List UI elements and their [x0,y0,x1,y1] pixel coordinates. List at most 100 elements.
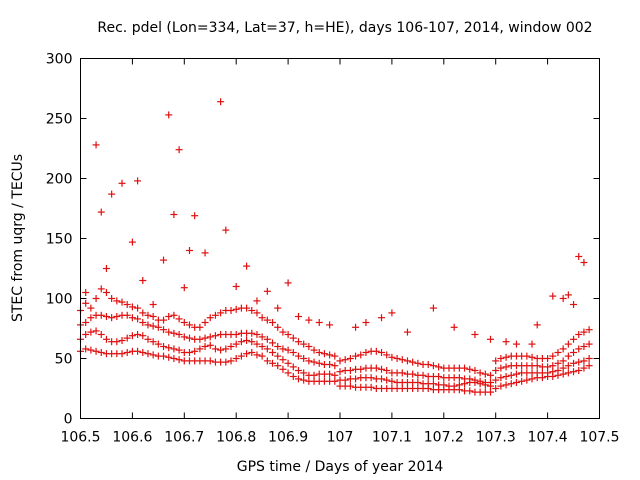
data-point [289,373,297,380]
data-point [575,358,583,366]
data-point [383,351,391,359]
point-group [82,98,588,348]
data-point [393,355,401,362]
data-point [455,374,463,382]
data-point [82,299,90,307]
data-point [144,311,152,319]
data-point [471,367,479,374]
data-point [284,369,292,377]
data-point [206,357,214,365]
data-point [487,335,495,343]
data-point [502,338,510,346]
data-point [575,367,583,374]
data-point [165,313,173,320]
data-point [502,381,510,389]
x-tick-label: 106.5 [60,430,100,446]
data-point [217,309,225,317]
data-point [92,347,100,355]
data-point [191,347,199,355]
x-tick-label: 107.5 [579,430,619,446]
data-point [258,343,266,350]
data-point [414,359,422,367]
data-point [92,327,100,335]
data-point [175,356,183,364]
data-point [185,321,193,329]
data-point [170,211,178,218]
data-point [326,321,334,329]
data-point [222,345,230,353]
data-point [580,357,588,365]
data-point [118,179,126,187]
data-point [144,321,152,329]
data-point [237,352,245,360]
data-point [269,339,277,347]
data-point [128,238,136,246]
data-point [398,369,406,377]
data-point [310,371,318,379]
data-point [149,351,157,359]
data-point [274,352,282,360]
data-point [585,340,593,348]
data-point [108,295,116,302]
data-point [580,343,588,350]
data-point [497,355,505,362]
data-point [580,364,588,372]
y-tick-label: 250 [46,112,73,128]
data-point [206,333,214,341]
data-point [528,375,536,383]
data-point [575,253,583,260]
data-point [564,369,572,377]
data-point [372,347,380,355]
data-point [211,311,219,319]
data-point [211,332,219,340]
data-point [82,345,90,353]
data-point [305,357,313,365]
data-point [237,338,245,346]
data-point [403,328,411,336]
data-point [149,313,157,320]
data-point [123,334,131,342]
data-point [315,319,323,326]
data-point [294,313,302,320]
data-point [398,356,406,364]
data-point [170,345,178,353]
data-point [466,387,474,395]
data-point [352,323,360,331]
data-point [564,291,572,299]
data-point [512,379,520,386]
data-point [284,331,292,338]
data-point [113,297,121,305]
data-point [331,362,339,370]
data-point [429,380,437,388]
data-point [409,358,417,366]
data-point [300,376,308,384]
data-point [346,382,354,390]
data-point [300,369,308,377]
data-point [160,326,168,334]
data-point [461,364,469,372]
data-point [175,331,183,338]
y-tick-label: 0 [64,412,73,428]
data-point [575,345,583,353]
data-point [450,323,458,331]
data-point [424,361,432,368]
data-point [82,289,90,296]
data-point [502,353,510,361]
data-point [331,371,339,379]
data-point [378,375,386,383]
data-point [134,347,142,355]
data-point [87,314,95,322]
data-point [305,343,313,350]
data-point [123,301,131,308]
data-point [165,344,173,352]
data-point [409,370,417,378]
data-point [326,361,334,368]
data-point [82,331,90,338]
data-point [253,351,261,359]
data-point [128,332,136,340]
data-point [102,265,110,272]
data-point [206,341,214,349]
data-point [533,362,541,370]
data-point [346,355,354,362]
data-point [440,381,448,389]
